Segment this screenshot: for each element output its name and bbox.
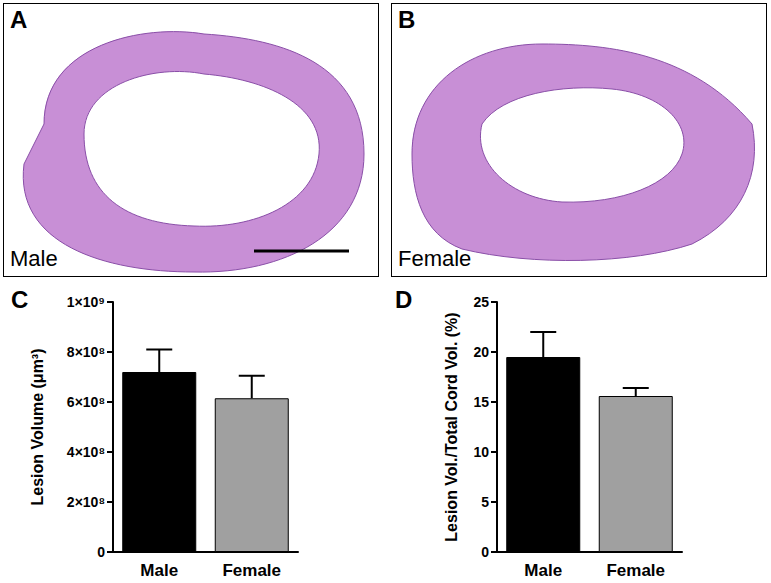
svg-text:10: 10	[473, 444, 489, 460]
html-text:Female: Female	[398, 246, 472, 271]
svg-text:0: 0	[97, 544, 105, 560]
svg-text:8×10⁸: 8×10⁸	[67, 344, 105, 360]
svg-text:Female: Female	[222, 561, 281, 580]
html-text:Male: Male	[10, 246, 58, 271]
svg-text:6×10⁸: 6×10⁸	[67, 394, 105, 410]
svg-text:1×10⁹: 1×10⁹	[67, 294, 105, 310]
svg-text:4×10⁸: 4×10⁸	[67, 444, 105, 460]
html-text:B: B	[398, 6, 416, 33]
svg-text:C: C	[11, 286, 28, 313]
svg-text:Male: Male	[524, 561, 562, 580]
svg-text:Lesion Vol./Total Cord Vol. (%: Lesion Vol./Total Cord Vol. (%)	[443, 312, 460, 541]
svg-text:Male: Male	[140, 561, 178, 580]
svg-text:D: D	[395, 286, 412, 313]
svg-text:0: 0	[481, 544, 489, 560]
svg-text:20: 20	[473, 344, 489, 360]
svg-text:2×10⁸: 2×10⁸	[67, 494, 105, 510]
svg-text:25: 25	[473, 294, 489, 310]
svg-text:Female: Female	[606, 561, 665, 580]
svg-text:15: 15	[473, 394, 489, 410]
html-text:A: A	[10, 6, 28, 33]
svg-text:Lesion Volume (μm³): Lesion Volume (μm³)	[29, 348, 46, 505]
svg-text:5: 5	[481, 494, 489, 510]
